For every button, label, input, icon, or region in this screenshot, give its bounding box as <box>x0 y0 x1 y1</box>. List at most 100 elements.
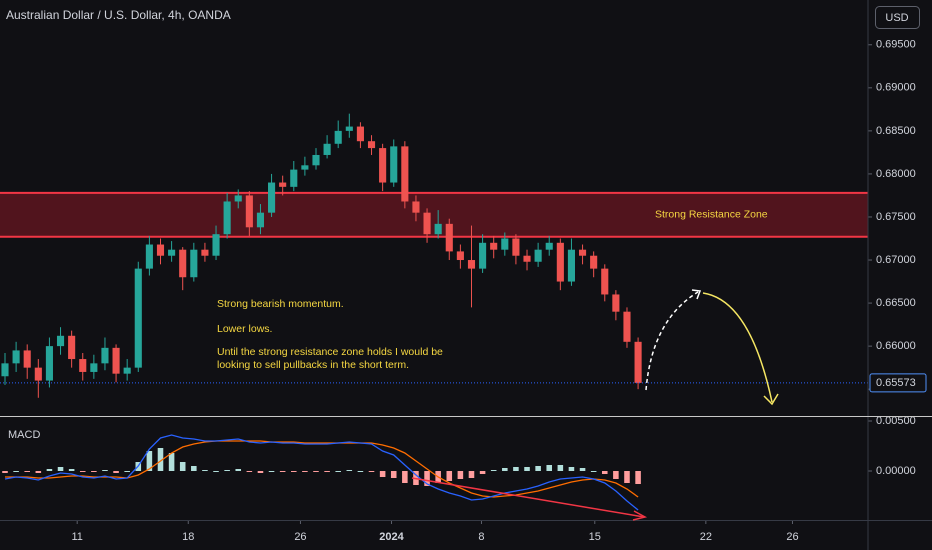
candle-body <box>612 294 620 312</box>
candle-body <box>268 182 276 213</box>
candle-body <box>123 367 131 374</box>
histogram-bar <box>46 469 53 471</box>
histogram-bar <box>524 467 530 471</box>
histogram-bar <box>157 448 164 471</box>
candle-body <box>112 347 120 374</box>
y-tick-label: 0.67500 <box>876 211 916 223</box>
candle-body <box>323 143 331 155</box>
annotation-note: Lower lows. <box>217 323 272 335</box>
annotation-note: looking to sell pullbacks in the short t… <box>217 359 409 371</box>
candle-body <box>45 346 53 381</box>
candle-body <box>245 195 253 228</box>
histogram-bar <box>113 471 119 473</box>
candle-body <box>134 268 142 368</box>
histogram-bar <box>357 471 364 472</box>
histogram-bar <box>335 471 341 472</box>
candle-body <box>590 255 598 269</box>
candle-body <box>545 242 553 250</box>
y-tick-label: 0.69500 <box>876 39 916 51</box>
candle-body <box>279 182 287 187</box>
projection-up <box>645 291 699 391</box>
candle-body <box>512 238 520 256</box>
candle-body <box>412 201 420 213</box>
histogram-bar <box>2 471 8 473</box>
candle-body <box>467 260 476 269</box>
histogram-bar <box>546 465 553 471</box>
candle-body <box>390 146 398 183</box>
candle-body <box>367 141 376 149</box>
candle-body <box>301 165 309 170</box>
candle-body <box>634 341 642 383</box>
arrowhead <box>763 393 779 406</box>
histogram-bar <box>457 471 464 479</box>
histogram-bar <box>579 468 586 471</box>
histogram-bar <box>268 471 275 472</box>
y-tick-label: 0.00500 <box>876 415 916 427</box>
histogram-bar <box>57 467 64 471</box>
histogram-bar <box>246 471 253 472</box>
histogram-bar <box>68 469 75 471</box>
zone-label: Strong Resistance Zone <box>655 209 768 221</box>
x-tick-label: 26 <box>294 531 306 543</box>
histogram-bar <box>213 471 219 472</box>
chart-title: Australian Dollar / U.S. Dollar, 4h, OAN… <box>6 8 231 22</box>
histogram-bar <box>490 470 497 471</box>
candle-body <box>601 268 609 295</box>
projection-down <box>702 292 773 403</box>
histogram-bar <box>324 471 330 472</box>
histogram-bar <box>635 471 641 484</box>
candle-body <box>101 347 109 364</box>
histogram-bar <box>513 467 519 471</box>
histogram-bar <box>224 470 230 471</box>
histogram-bar <box>257 471 264 473</box>
x-tick-label: 11 <box>71 531 82 543</box>
histogram-bar <box>613 471 619 479</box>
histogram-bar <box>24 471 30 472</box>
candle-body <box>356 126 364 142</box>
x-tick-label: 22 <box>700 531 712 543</box>
annotation-note: Strong bearish momentum. <box>217 298 344 310</box>
candle-body <box>179 249 187 278</box>
y-tick-label: 0.67000 <box>876 254 916 266</box>
histogram-bar <box>557 465 564 471</box>
arrowhead <box>691 289 702 300</box>
plot-layer: Strong Resistance Zone 0.69500 0.69000 0.68… <box>0 39 927 543</box>
candle-body <box>290 169 298 187</box>
candle-body <box>68 335 76 360</box>
candle-body <box>23 350 31 368</box>
currency-label[interactable]: USD <box>885 12 908 24</box>
histogram-bar <box>35 471 42 473</box>
macd-line <box>4 434 639 511</box>
histogram-bar <box>191 466 197 471</box>
histogram-bar <box>168 453 175 471</box>
candle-body <box>34 367 42 381</box>
candle-body <box>1 363 9 377</box>
y-tick-label: 0.66500 <box>876 297 916 309</box>
x-tick-label: 8 <box>478 531 484 543</box>
candle-body <box>12 350 20 364</box>
candle-body <box>79 359 87 372</box>
y-tick-label: 0.68500 <box>876 125 916 137</box>
x-tick-label: 26 <box>786 531 798 543</box>
last-price-box <box>869 373 927 393</box>
arrowhead <box>632 510 648 521</box>
candle-body <box>556 242 564 282</box>
candle-body <box>401 146 409 202</box>
y-tick-label: 0.68000 <box>876 168 916 180</box>
histogram-bar <box>346 470 353 471</box>
divergence-line <box>411 477 645 518</box>
currency-button[interactable] <box>875 6 920 29</box>
candle-body <box>423 212 431 235</box>
y-tick-label: 0.69000 <box>876 82 916 94</box>
candle-body <box>345 126 353 131</box>
candle-body <box>534 249 542 262</box>
candle-body <box>456 251 464 261</box>
histogram-bar <box>502 468 508 471</box>
histogram-bar <box>102 470 108 471</box>
candle-body <box>501 238 509 250</box>
histogram-bar <box>424 471 430 486</box>
histogram-bar <box>124 471 130 472</box>
histogram-bar <box>179 462 186 471</box>
